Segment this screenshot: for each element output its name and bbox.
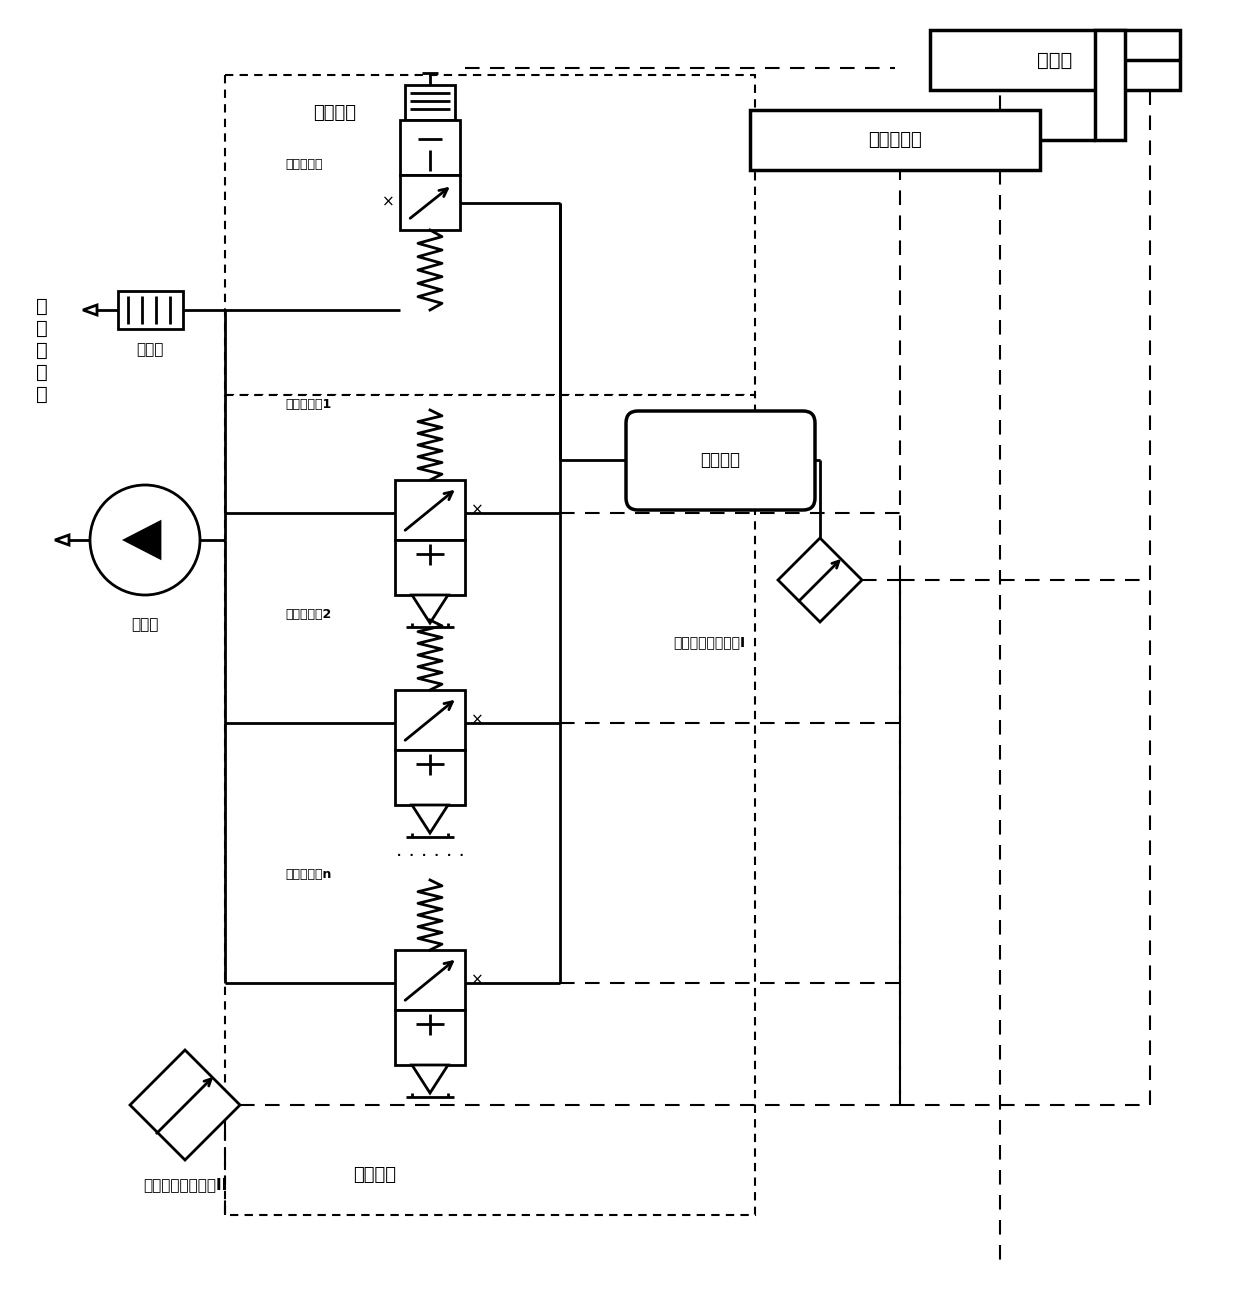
Bar: [396, 480, 465, 540]
Polygon shape: [412, 1065, 448, 1094]
Bar: [401, 175, 460, 230]
Text: 高精度压力传感器I: 高精度压力传感器I: [673, 636, 745, 649]
Bar: [396, 690, 465, 750]
Polygon shape: [412, 805, 448, 833]
Text: 抽气单元: 抽气单元: [353, 1165, 397, 1184]
Bar: [396, 950, 465, 1010]
Bar: [224, 395, 755, 1215]
Bar: [118, 291, 184, 329]
Text: 充气单元: 充气单元: [314, 104, 357, 121]
Polygon shape: [412, 595, 448, 622]
Bar: [930, 30, 1180, 90]
Text: ×: ×: [382, 194, 394, 210]
Text: 高速开关阀: 高速开关阀: [285, 158, 322, 171]
Bar: [750, 110, 1040, 170]
Text: 高速开关阀n: 高速开关阀n: [285, 869, 331, 881]
Text: ×: ×: [471, 972, 484, 988]
Polygon shape: [83, 305, 97, 315]
Text: 被控容腔: 被控容腔: [701, 452, 740, 468]
Text: 高速开关阀1: 高速开关阀1: [285, 398, 331, 411]
Text: 高精度压力传感器II: 高精度压力传感器II: [143, 1177, 227, 1193]
Bar: [396, 750, 465, 805]
Bar: [396, 540, 465, 595]
Text: · · · · · ·: · · · · · ·: [396, 847, 464, 865]
Bar: [224, 74, 755, 395]
Bar: [1095, 30, 1125, 140]
Polygon shape: [777, 538, 862, 622]
Bar: [401, 120, 460, 175]
Text: ×: ×: [471, 502, 484, 518]
Text: 真空泵: 真空泵: [131, 617, 159, 633]
Circle shape: [91, 485, 200, 595]
Polygon shape: [130, 1051, 241, 1160]
Text: 固态继电器: 固态继电器: [868, 130, 921, 149]
Text: 高速开关阀2: 高速开关阀2: [285, 608, 331, 621]
Bar: [405, 85, 455, 120]
Polygon shape: [125, 522, 160, 559]
Text: ×: ×: [471, 713, 484, 727]
FancyBboxPatch shape: [626, 411, 815, 510]
Text: 消音器: 消音器: [136, 342, 164, 358]
Text: 控制器: 控制器: [1038, 51, 1073, 69]
Text: 环
境
大
气
压: 环 境 大 气 压: [36, 296, 48, 403]
Polygon shape: [55, 535, 69, 545]
Bar: [396, 1010, 465, 1065]
